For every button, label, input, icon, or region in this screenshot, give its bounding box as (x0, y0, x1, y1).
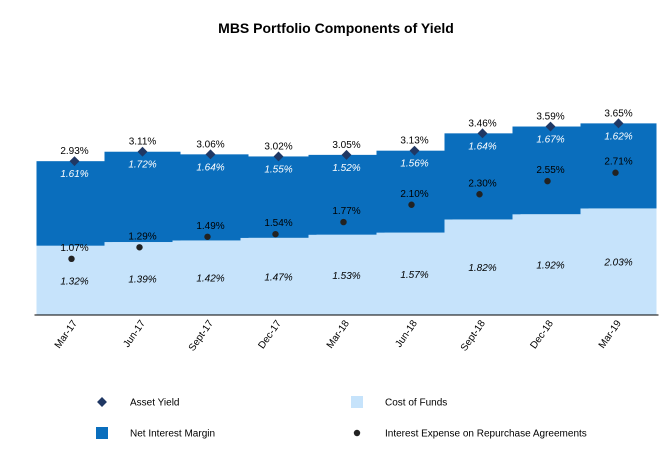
repo-expense-label: 2.10% (400, 189, 428, 200)
x-tick-label: Dec-17 (256, 318, 284, 351)
bars-layer: 1.32% 1.61% 1.39% 1.72% 1.42% 1.64% 1.47% 1.55%… (36, 123, 657, 315)
cost-of-funds-bar (376, 232, 453, 315)
cost-of-funds-bar (172, 240, 249, 315)
cost-of-funds-bar (240, 237, 317, 315)
net-interest-margin-label: 1.62% (604, 131, 632, 142)
cost-of-funds-bar (104, 242, 181, 315)
asset-yield-marker (205, 149, 216, 160)
asset-yield-label: 3.05% (332, 140, 360, 151)
repo-expense-marker (612, 169, 619, 176)
repo-expense-label: 1.49% (196, 221, 224, 232)
repo-expense-marker (340, 218, 347, 226)
net-interest-margin-label: 1.56% (400, 159, 428, 170)
repo-expense-marker (68, 255, 75, 263)
cost-of-funds-bar (444, 219, 521, 315)
asset-yield-marker (545, 121, 556, 132)
repo-expense-label: 2.55% (536, 165, 564, 176)
net-interest-margin-bar (172, 154, 249, 241)
x-tick-label: Sept-18 (459, 318, 488, 353)
net-interest-margin-bar (36, 161, 113, 246)
asset-yield-marker (409, 145, 420, 156)
legend: Asset Yield Cost of Funds Net Interest Mar… (96, 396, 587, 440)
legend-asset-yield: Asset Yield (97, 397, 179, 409)
legend-swatch (97, 397, 107, 407)
cost-of-funds-label: 1.92% (536, 261, 564, 272)
asset-yield-label: 3.59% (536, 112, 564, 123)
net-interest-margin-label: 1.61% (60, 169, 88, 180)
cost-of-funds-bar (512, 214, 589, 315)
legend-swatch (96, 427, 108, 439)
x-tick-label: Sept-17 (187, 318, 216, 353)
x-tick-label: Jun-18 (393, 318, 420, 350)
asset-yield-marker (69, 156, 80, 167)
net-interest-margin-bar (240, 156, 317, 238)
x-tick-label: Mar-19 (597, 318, 624, 351)
asset-yield-label: 3.46% (468, 118, 496, 129)
legend-swatch (351, 396, 363, 408)
legend-label: Asset Yield (130, 398, 179, 409)
legend-label: Interest Expense on Repurchase Agreement… (385, 429, 587, 440)
x-tick-label: Mar-18 (325, 318, 352, 351)
repo-expense-marker (544, 177, 551, 185)
asset-yield-label: 3.06% (196, 139, 224, 150)
net-interest-margin-label: 1.72% (128, 160, 156, 171)
x-tick-labels: Mar-17 Jun-17 Sept-17 Dec-17 Mar-18 Jun-18 Sep… (53, 318, 624, 353)
x-tick-label: Dec-18 (528, 318, 556, 351)
x-tick-label: Mar-17 (53, 318, 80, 351)
asset-yield-marker (613, 118, 624, 129)
asset-yield-label: 3.11% (129, 137, 157, 148)
legend-swatch (353, 429, 361, 437)
net-interest-margin-bar (444, 133, 521, 220)
repo-expense-label: 1.77% (332, 206, 360, 217)
repo-expense-label: 2.71% (604, 157, 632, 168)
asset-yield-marker (477, 128, 488, 139)
repo-expense-marker (136, 244, 143, 251)
legend-repo-expense: Interest Expense on Repurchase Agreement… (353, 429, 587, 440)
cost-of-funds-label: 2.03% (603, 258, 632, 269)
asset-yield-label: 3.65% (604, 108, 632, 119)
cost-of-funds-label: 1.32% (60, 276, 88, 287)
legend-label: Cost of Funds (385, 398, 447, 409)
net-interest-margin-bar (512, 126, 589, 215)
net-interest-margin-label: 1.67% (536, 135, 564, 146)
cost-of-funds-bar (580, 208, 657, 315)
repo-expense-marker (476, 191, 483, 198)
chart-title: MBS Portfolio Components of Yield (218, 20, 454, 36)
asset-yield-label: 2.93% (60, 146, 88, 157)
markers-layer: 2.93% 1.07% 3.11% 1.29% 3.06% 1.49% 3.02% 1.54%… (60, 108, 633, 263)
cost-of-funds-label: 1.39% (128, 275, 156, 286)
cost-of-funds-label: 1.57% (400, 270, 428, 281)
legend-label: Net Interest Margin (130, 429, 215, 440)
legend-net-interest-margin: Net Interest Margin (96, 427, 215, 440)
legend-cost-of-funds: Cost of Funds (351, 396, 447, 409)
cost-of-funds-label: 1.42% (196, 274, 224, 285)
repo-expense-label: 1.07% (60, 243, 88, 254)
cost-of-funds-label: 1.47% (264, 272, 292, 283)
asset-yield-marker (273, 151, 284, 162)
net-interest-margin-label: 1.52% (332, 163, 360, 174)
repo-expense-marker (272, 230, 279, 238)
net-interest-margin-bar (580, 123, 657, 209)
net-interest-margin-bar (376, 150, 453, 233)
repo-expense-label: 2.30% (468, 178, 496, 189)
asset-yield-label: 3.13% (400, 136, 428, 147)
net-interest-margin-bar (104, 151, 181, 243)
net-interest-margin-label: 1.64% (468, 141, 496, 152)
cost-of-funds-bar (308, 234, 385, 315)
x-tick-label: Jun-17 (121, 318, 148, 350)
repo-expense-label: 1.29% (128, 231, 156, 242)
net-interest-margin-label: 1.55% (264, 164, 292, 175)
cost-of-funds-label: 1.82% (468, 263, 496, 274)
asset-yield-marker (137, 146, 148, 157)
repo-expense-label: 1.54% (264, 218, 292, 229)
cost-of-funds-bar (36, 245, 113, 315)
repo-expense-marker (408, 201, 415, 208)
net-interest-margin-label: 1.64% (196, 162, 224, 173)
asset-yield-label: 3.02% (264, 141, 292, 152)
cost-of-funds-label: 1.53% (332, 271, 360, 282)
repo-expense-marker (204, 233, 211, 240)
asset-yield-marker (341, 149, 352, 160)
